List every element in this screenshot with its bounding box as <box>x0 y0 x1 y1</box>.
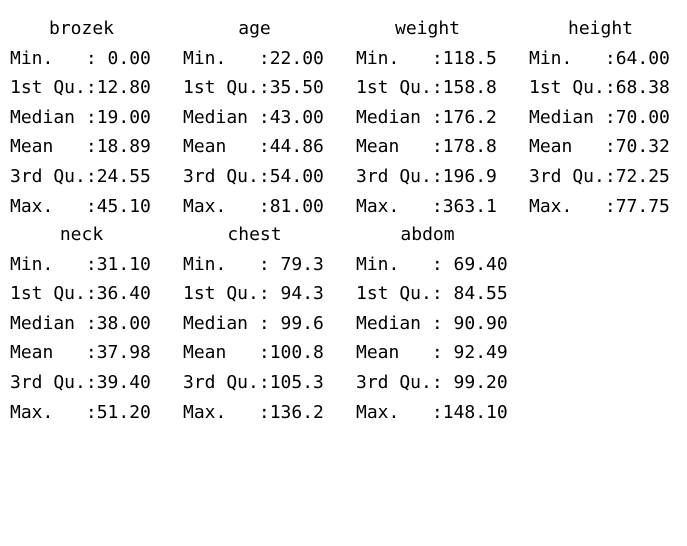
stat-cell: 1st Qu.: 94.3 <box>183 283 324 305</box>
stat-cell: 1st Qu.:12.80 <box>10 77 151 99</box>
stat-cell: Mean :100.8 <box>183 342 324 364</box>
stat-cell: Min. :31.10 <box>10 253 151 275</box>
stat-cell: Min. : 69.40 <box>356 253 508 275</box>
column-header-chest: chest <box>227 224 282 245</box>
stat-cell: 1st Qu.:36.40 <box>10 283 151 305</box>
stat-cell: Median :176.2 <box>356 106 497 128</box>
stat-row-1st-qu: 1st Qu.:36.40 1st Qu.: 94.3 1st Qu.: 84.… <box>10 279 680 309</box>
stat-row-median: Median :38.00 Median : 99.6 Median : 90.… <box>10 309 680 339</box>
column-header-neck: neck <box>59 224 104 245</box>
stat-row-mean: Mean :18.89 Mean :44.86 Mean :178.8 Mean… <box>10 132 680 162</box>
stat-cell: Mean :37.98 <box>10 342 151 364</box>
stat-cell: Mean :44.86 <box>183 136 324 158</box>
stat-cell: Mean :70.32 <box>529 136 670 158</box>
stat-cell: Mean :178.8 <box>356 136 497 158</box>
stat-cell: Min. :64.00 <box>529 47 670 69</box>
stat-cell: Max. :77.75 <box>529 195 670 217</box>
column-header-abdom: abdom <box>400 224 455 245</box>
summary-block-2: neck chest abdom Min. :31.10 Min. : 79.3… <box>10 220 680 427</box>
stat-cell: 3rd Qu.:105.3 <box>183 371 324 393</box>
stat-cell: 1st Qu.: 84.55 <box>356 283 508 305</box>
stat-cell: 3rd Qu.: 99.20 <box>356 371 508 393</box>
stat-row-min: Min. : 0.00 Min. :22.00 Min. :118.5 Min.… <box>10 44 680 74</box>
stat-cell: Max. :363.1 <box>356 195 497 217</box>
stat-row-median: Median :19.00 Median :43.00 Median :176.… <box>10 103 680 133</box>
stat-cell: 3rd Qu.:72.25 <box>529 165 670 187</box>
r-summary-output: { "blocks": [ { "columns": [ {"name": "b… <box>10 14 680 427</box>
summary-block-1: brozek age weight height Min. : 0.00 Min… <box>10 14 680 221</box>
column-header-brozek: brozek <box>48 18 115 39</box>
stat-cell: 3rd Qu.:39.40 <box>10 371 151 393</box>
header-row: neck chest abdom <box>10 220 680 250</box>
column-header-height: height <box>567 18 634 39</box>
stat-cell: 1st Qu.:158.8 <box>356 77 497 99</box>
column-header-age: age <box>238 18 271 39</box>
stat-cell: Min. : 79.3 <box>183 253 324 275</box>
stat-cell: 3rd Qu.:54.00 <box>183 165 324 187</box>
stat-row-mean: Mean :37.98 Mean :100.8 Mean : 92.49 <box>10 338 680 368</box>
stat-cell: Mean : 92.49 <box>356 342 508 364</box>
stat-cell: Median :19.00 <box>10 106 151 128</box>
stat-cell: Max. :136.2 <box>183 401 324 423</box>
stat-row-3rd-qu: 3rd Qu.:39.40 3rd Qu.:105.3 3rd Qu.: 99.… <box>10 368 680 398</box>
stat-cell: Min. :22.00 <box>183 47 324 69</box>
stat-row-min: Min. :31.10 Min. : 79.3 Min. : 69.40 <box>10 250 680 280</box>
stat-cell: 1st Qu.:35.50 <box>183 77 324 99</box>
stat-cell: Max. :81.00 <box>183 195 324 217</box>
stat-cell: Max. :51.20 <box>10 401 151 423</box>
stat-cell: Max. :45.10 <box>10 195 151 217</box>
stat-cell: 3rd Qu.:196.9 <box>356 165 497 187</box>
column-header-weight: weight <box>394 18 461 39</box>
stat-cell: Median : 99.6 <box>183 312 324 334</box>
stat-cell: Min. :118.5 <box>356 47 497 69</box>
header-row: brozek age weight height <box>10 14 680 44</box>
stat-row-max: Max. :45.10 Max. :81.00 Max. :363.1 Max.… <box>10 192 680 222</box>
stat-row-max: Max. :51.20 Max. :136.2 Max. :148.10 <box>10 398 680 428</box>
stat-row-3rd-qu: 3rd Qu.:24.55 3rd Qu.:54.00 3rd Qu.:196.… <box>10 162 680 192</box>
stat-cell: Median :70.00 <box>529 106 670 128</box>
stat-cell: Median : 90.90 <box>356 312 508 334</box>
stat-row-1st-qu: 1st Qu.:12.80 1st Qu.:35.50 1st Qu.:158.… <box>10 73 680 103</box>
stat-cell: Max. :148.10 <box>356 401 508 423</box>
stat-cell: Min. : 0.00 <box>10 47 151 69</box>
stat-cell: 1st Qu.:68.38 <box>529 77 670 99</box>
stat-cell: 3rd Qu.:24.55 <box>10 165 151 187</box>
stat-cell: Mean :18.89 <box>10 136 151 158</box>
stat-cell: Median :43.00 <box>183 106 324 128</box>
stat-cell: Median :38.00 <box>10 312 151 334</box>
